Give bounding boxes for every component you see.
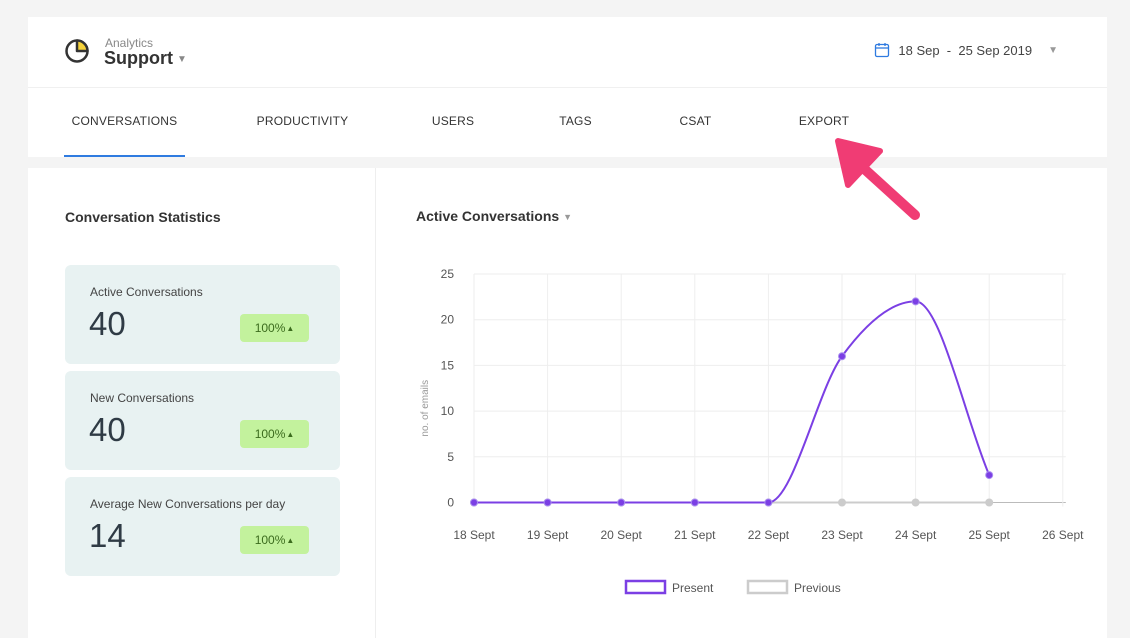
- triangle-up-icon: ▲: [286, 324, 295, 333]
- active-conversations-chart: 0 5 10 15 20 25 18 Sept 19 Sept 20 Sept 21 Sept 2…: [420, 267, 1084, 595]
- stat-card-active: Active Conversations 40 100%▲: [65, 265, 340, 364]
- legend-swatch: [746, 579, 789, 595]
- y-tick-label: 10: [441, 404, 455, 418]
- change-badge: 100%▲: [240, 420, 309, 448]
- panel-divider: [375, 168, 376, 638]
- tab-bar: CONVERSATIONS PRODUCTIVITY USERS TAGS CS…: [28, 88, 1107, 157]
- legend-swatch: [624, 579, 667, 595]
- change-badge-text: 100%: [254, 427, 286, 441]
- tab-users[interactable]: USERS: [431, 114, 475, 128]
- stat-card-value: 40: [89, 305, 126, 342]
- annotation-arrow-icon: [835, 138, 920, 220]
- y-tick-label: 20: [441, 313, 455, 327]
- triangle-up-icon: ▲: [286, 430, 295, 439]
- y-axis-label: no. of emails: [420, 380, 431, 437]
- tab-conversations[interactable]: CONVERSATIONS: [64, 88, 185, 157]
- chart-grid: [473, 273, 1066, 507]
- x-tick-label: 25 Sept: [969, 528, 1011, 542]
- change-badge: 100%▲: [240, 526, 309, 554]
- analytics-logo-icon: [65, 39, 89, 63]
- triangle-up-icon: ▲: [286, 536, 295, 545]
- y-tick-label: 0: [447, 496, 454, 510]
- data-point: [690, 498, 699, 507]
- chart-legend: Present Previous: [624, 579, 841, 595]
- stat-card-value: 40: [89, 411, 126, 448]
- chevron-down-icon[interactable]: ▼: [177, 54, 187, 65]
- x-axis-ticks: 18 Sept 19 Sept 20 Sept 21 Sept 22 Sept 23 Se…: [453, 528, 1084, 542]
- x-tick-label: 24 Sept: [895, 528, 937, 542]
- stat-card-label: Average New Conversations per day: [90, 497, 286, 511]
- stats-title: Conversation Statistics: [65, 209, 221, 225]
- date-range-text: 18 Sep - 25 Sep 2019: [898, 42, 1033, 58]
- series-line-present: [474, 300, 991, 504]
- legend-label: Present: [672, 581, 714, 595]
- x-tick-label: 18 Sept: [453, 528, 495, 542]
- chevron-down-icon[interactable]: ▼: [1048, 44, 1058, 56]
- data-point: [764, 498, 773, 507]
- data-point: [985, 498, 994, 507]
- header-divider: [28, 87, 1107, 88]
- y-tick-label: 5: [447, 450, 454, 464]
- y-axis-ticks: 0 5 10 15 20 25: [441, 267, 455, 510]
- date-range-picker[interactable]: 18 Sep - 25 Sep 2019 ▼: [874, 42, 1058, 58]
- y-tick-label: 15: [441, 358, 455, 372]
- analytics-panel: Conversation Statistics Active Conversat…: [28, 168, 1107, 638]
- brand-subtitle: Analytics: [105, 36, 154, 50]
- chart-series: [470, 297, 994, 507]
- x-tick-label: 26 Sept: [1042, 528, 1084, 542]
- legend-label: Previous: [794, 581, 841, 595]
- data-point: [617, 498, 626, 507]
- calendar-icon: [875, 43, 890, 58]
- x-tick-label: 19 Sept: [527, 528, 569, 542]
- data-point: [838, 352, 846, 361]
- chart-selector[interactable]: Active Conversations ▼: [416, 208, 572, 224]
- tab-tags[interactable]: TAGS: [559, 114, 592, 128]
- brand-title[interactable]: Support: [104, 48, 173, 68]
- tab-export[interactable]: EXPORT: [798, 114, 850, 128]
- data-point: [985, 471, 994, 480]
- x-tick-label: 21 Sept: [674, 528, 716, 542]
- y-tick-label: 25: [441, 267, 455, 281]
- stat-card-label: Active Conversations: [90, 285, 203, 299]
- tab-csat[interactable]: CSAT: [679, 114, 712, 128]
- x-tick-label: 23 Sept: [821, 528, 863, 542]
- stat-card-value: 14: [89, 517, 126, 554]
- data-point: [911, 498, 920, 507]
- change-badge-text: 100%: [254, 321, 286, 335]
- change-badge: 100%▲: [240, 314, 309, 342]
- chart-title: Active Conversations: [416, 208, 560, 224]
- stat-card-new: New Conversations 40 100%▲: [65, 371, 340, 470]
- stat-card-label: New Conversations: [90, 391, 195, 405]
- data-point: [543, 498, 552, 507]
- change-badge-text: 100%: [254, 533, 286, 547]
- x-tick-label: 20 Sept: [601, 528, 643, 542]
- data-point: [470, 498, 478, 507]
- x-tick-label: 22 Sept: [748, 528, 790, 542]
- top-header: Analytics Support ▼ 18 Sep - 25 Sep 2019…: [28, 17, 1107, 157]
- chevron-down-icon[interactable]: ▼: [563, 212, 573, 222]
- data-point: [911, 297, 920, 306]
- tab-productivity[interactable]: PRODUCTIVITY: [256, 114, 349, 128]
- stat-card-average: Average New Conversations per day 14 100…: [65, 477, 340, 576]
- data-point: [838, 498, 846, 507]
